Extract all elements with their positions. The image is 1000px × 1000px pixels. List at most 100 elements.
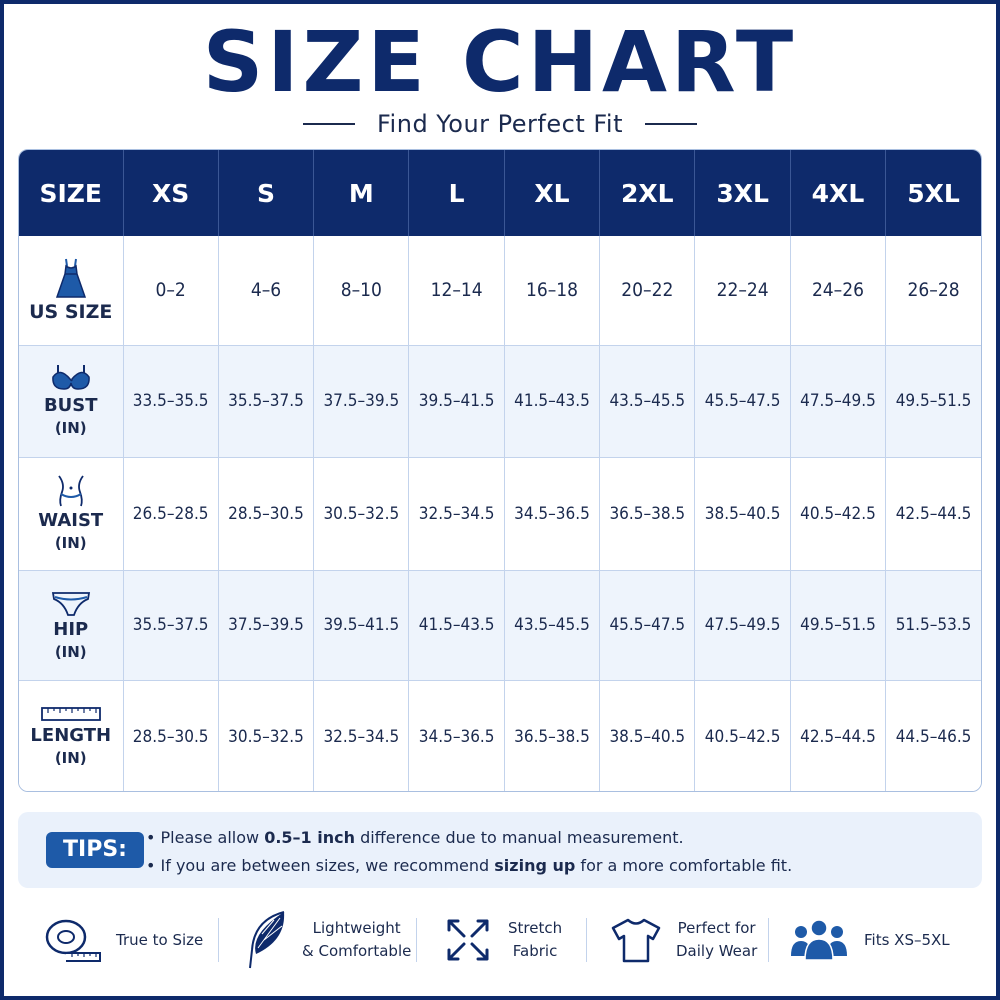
feature-label: Stretch Fabric [508,917,562,963]
feather-icon [249,911,285,969]
tips-badge: TIPS: [46,832,144,868]
row-unit-text: (IN) [54,748,87,767]
table-header-row: SIZE XS S M L XL 2XL 3XL 4XL 5XL [19,150,981,236]
table-cell: 28.5–30.5 [123,680,219,791]
feature-divider [416,918,417,962]
row-unit-text: (IN) [54,533,87,552]
table-cell: 36.5–38.5 [599,457,696,571]
subtitle-rule-left [303,123,355,125]
tip-text: • If you are between sizes, we recommend [146,856,495,875]
table-cell: 35.5–37.5 [123,570,219,681]
row-label-hip: HIP (IN) [19,570,124,681]
table-cell: 37.5–39.5 [313,345,410,458]
table-cell: 44.5–46.5 [885,680,981,791]
table-cell: 39.5–41.5 [313,570,410,681]
table-cell: 42.5–44.5 [885,457,981,571]
feature-true-to-size: True to Size [44,902,224,978]
tip-emphasis: 0.5–1 inch [264,828,355,847]
feature-line: & Comfortable [302,942,412,960]
table-cell: 32.5–34.5 [313,680,410,791]
size-header: 4XL [790,150,887,236]
page-title: SIZE CHART [202,13,798,111]
row-label-bust: BUST (IN) [19,345,124,458]
table-cell: 49.5–51.5 [790,570,887,681]
table-cell: 24–26 [790,236,887,346]
subtitle-rule-right [645,123,697,125]
waist-icon [58,474,84,506]
table-cell: 16–18 [504,236,601,346]
table-cell: 37.5–39.5 [218,570,315,681]
table-cell: 26.5–28.5 [123,457,219,571]
table-row-length: LENGTH (IN) 28.5–30.5 30.5–32.5 32.5–34.… [19,680,981,791]
table-cell: 26–28 [885,236,981,346]
tip-line-1: • Please allow 0.5–1 inch difference due… [146,828,684,847]
table-cell: 35.5–37.5 [218,345,315,458]
table-cell: 34.5–36.5 [504,457,601,571]
size-header: 3XL [694,150,791,236]
table-cell: 36.5–38.5 [504,680,601,791]
page-subtitle: Find Your Perfect Fit [377,110,623,138]
feature-line: Perfect for [677,919,756,937]
table-cell: 41.5–43.5 [504,345,601,458]
table-cell: 30.5–32.5 [218,680,315,791]
row-label-text: LENGTH [30,724,112,746]
row-label-text: BUST [43,395,98,416]
ruler-icon [40,706,101,721]
table-cell: 8–10 [313,236,410,346]
feature-label: Fits XS–5XL [864,929,950,952]
tshirt-icon [611,918,661,963]
table-cell: 42.5–44.5 [790,680,887,791]
tip-emphasis: sizing up [494,856,576,875]
table-row-hip: HIP (IN) 35.5–37.5 37.5–39.5 39.5–41.5 4… [19,570,981,681]
hip-icon [51,592,90,616]
table-cell: 38.5–40.5 [694,457,791,571]
feature-label: True to Size [116,929,203,952]
size-header: XL [504,150,601,236]
size-header: S [218,150,315,236]
table-cell: 45.5–47.5 [694,345,791,458]
feature-lightweight: Lightweight & Comfortable [244,902,414,978]
table-cell: 45.5–47.5 [599,570,696,681]
size-header: 2XL [599,150,696,236]
dress-icon [55,259,86,298]
tip-text: for a more comfortable fit. [575,856,793,875]
table-cell: 47.5–49.5 [694,570,791,681]
row-label-waist: WAIST (IN) [19,457,124,571]
table-cell: 43.5–45.5 [599,345,696,458]
feature-label: Perfect for Daily Wear [676,917,757,963]
table-cell: 41.5–43.5 [408,570,505,681]
feature-daily-wear: Perfect for Daily Wear [610,902,770,978]
row-label-text: US SIZE [29,301,113,324]
bra-icon [51,365,90,390]
table-cell: 43.5–45.5 [504,570,601,681]
table-corner-label: SIZE [19,150,124,236]
row-unit-text: (IN) [54,419,87,437]
table-cell: 0–2 [123,236,219,346]
table-cell: 40.5–42.5 [694,680,791,791]
table-cell: 51.5–53.5 [885,570,981,681]
table-cell: 40.5–42.5 [790,457,887,571]
feature-divider [768,918,769,962]
table-cell: 34.5–36.5 [408,680,505,791]
row-label-us-size: US SIZE [19,236,124,346]
table-cell: 49.5–51.5 [885,345,981,458]
feature-line: Stretch [508,919,563,937]
table-row-us-size: US SIZE 0–2 4–6 8–10 12–14 16–18 20–22 2… [19,236,981,346]
table-cell: 30.5–32.5 [313,457,410,571]
table-cell: 4–6 [218,236,315,346]
feature-divider [586,918,587,962]
size-header: 5XL [885,150,981,236]
feature-line: Daily Wear [676,942,758,960]
table-cell: 38.5–40.5 [599,680,696,791]
row-label-text: HIP [53,619,89,640]
measuring-tape-icon [45,919,101,962]
table-cell: 32.5–34.5 [408,457,505,571]
feature-line: Fabric [512,942,558,960]
row-unit-text: (IN) [54,643,87,661]
tips-panel: TIPS: • Please allow 0.5–1 inch differen… [18,812,982,888]
feature-line: Lightweight [312,919,401,937]
row-label-text: WAIST [38,509,104,531]
table-cell: 12–14 [408,236,505,346]
feature-divider [218,918,219,962]
